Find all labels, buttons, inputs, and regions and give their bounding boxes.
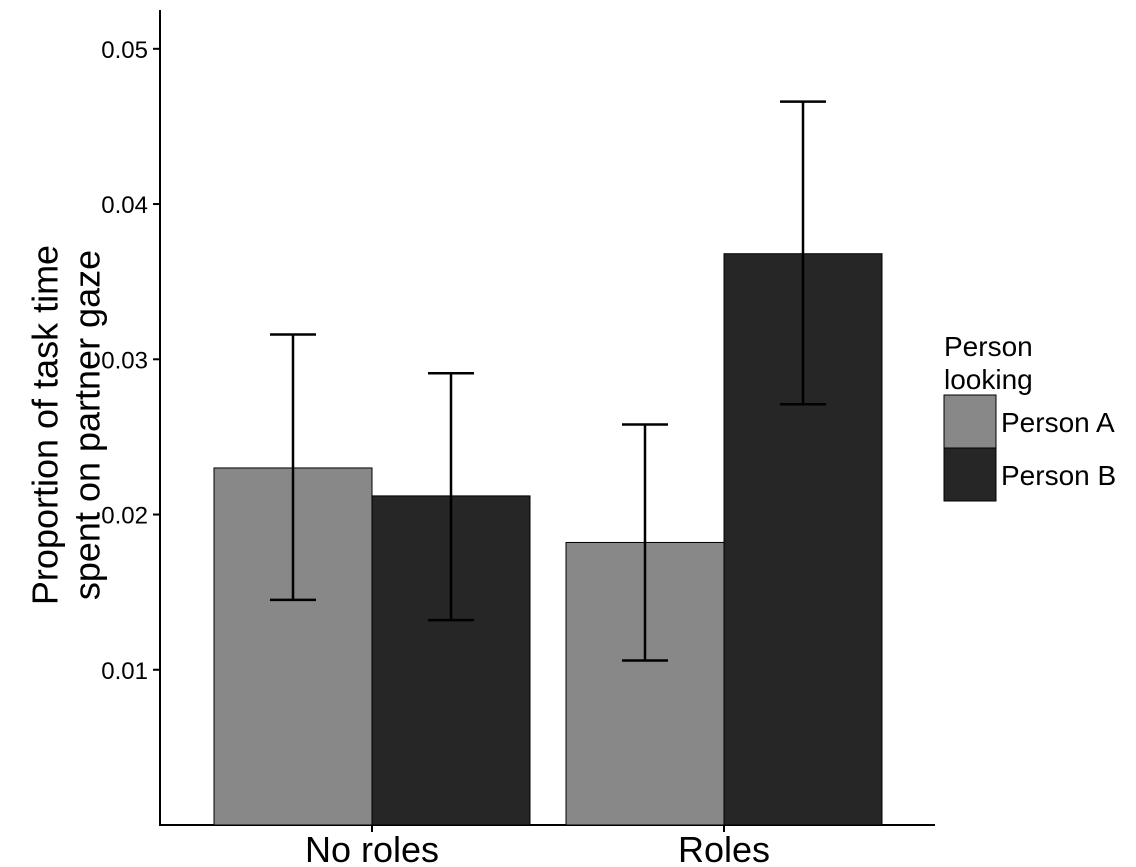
y-axis-title-line: Proportion of task time <box>25 245 66 605</box>
y-tick-label: 0.05 <box>101 37 148 64</box>
legend-title-line: looking <box>944 364 1033 395</box>
legend-label: Person B <box>1001 460 1116 491</box>
y-tick-label: 0.03 <box>101 347 148 374</box>
x-axis: No roles Roles <box>159 824 935 867</box>
x-tick-label: No roles <box>305 829 439 867</box>
y-tick-label: 0.01 <box>101 658 148 685</box>
bars <box>213 253 883 826</box>
legend-swatch <box>943 447 997 502</box>
x-tick-label: Roles <box>678 829 770 867</box>
error-bars <box>270 100 826 662</box>
y-axis-title-line: spent on partner gaze <box>67 250 108 600</box>
y-axis-title: Proportion of task time spent on partner … <box>25 245 108 605</box>
legend-title-line: Person <box>944 331 1033 362</box>
y-tick-label: 0.02 <box>101 503 148 530</box>
legend-label: Person A <box>1001 407 1115 438</box>
y-axis: 0.01 0.02 0.03 0.04 0.05 <box>101 10 161 826</box>
y-tick-label: 0.04 <box>101 192 148 219</box>
legend-swatch <box>943 394 997 449</box>
